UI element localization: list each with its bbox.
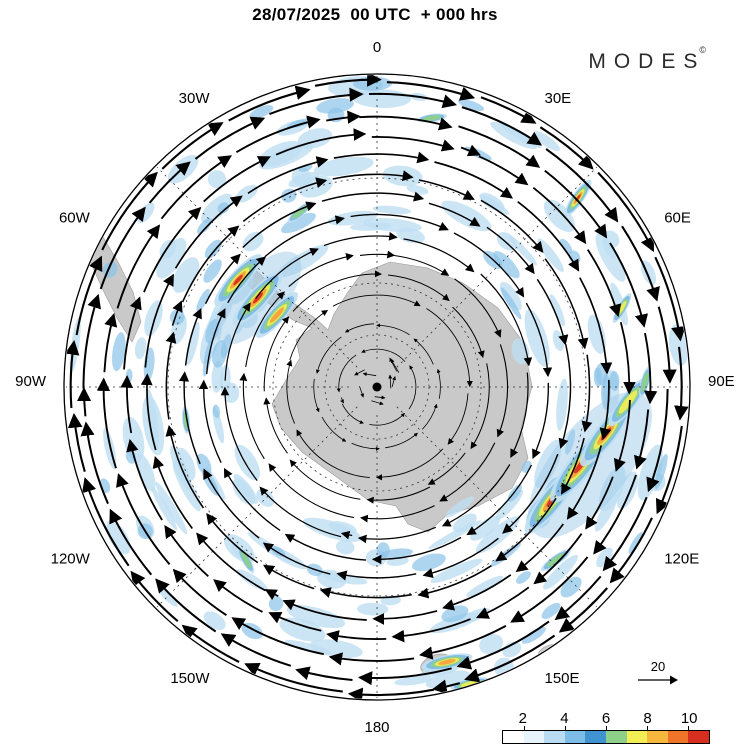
longitude-label-90E: 90E bbox=[708, 373, 735, 390]
colorbar-segment bbox=[688, 731, 709, 743]
longitude-label-150W: 150W bbox=[170, 670, 210, 687]
colorbar-tick-mark bbox=[688, 726, 690, 731]
longitude-label-120W: 120W bbox=[51, 551, 91, 568]
modes-logo-text: MODES bbox=[588, 50, 706, 73]
pole-marker bbox=[372, 382, 382, 392]
colorbar-segment bbox=[647, 731, 668, 743]
wind-vectors bbox=[65, 75, 689, 699]
colorbar-tick-mark bbox=[564, 726, 566, 731]
colorbar-segment bbox=[667, 731, 689, 743]
intensity-streak bbox=[237, 546, 255, 574]
longitude-label-180: 180 bbox=[364, 719, 389, 736]
colorbar-tick-mark bbox=[523, 726, 525, 731]
colorbar-segment bbox=[503, 731, 524, 743]
colorbar-tick-mark bbox=[606, 726, 607, 731]
colorbar-segment bbox=[544, 731, 565, 743]
colorbar-gradient bbox=[502, 726, 710, 744]
longitude-label-30E: 30E bbox=[545, 90, 572, 107]
colorbar-segment bbox=[523, 731, 545, 743]
page-title: 28/07/2025 00 UTC + 000 hrs bbox=[252, 5, 498, 24]
map-boundary bbox=[63, 73, 691, 701]
copyright-mark: © bbox=[699, 45, 706, 55]
graticule bbox=[66, 76, 688, 698]
colorbar: 2 4 6 8 10 bbox=[502, 710, 710, 744]
colorbar-tick-label: 6 bbox=[601, 710, 611, 727]
colorbar-segment bbox=[585, 731, 606, 743]
island-patch bbox=[403, 700, 427, 712]
longitude-label-120E: 120E bbox=[664, 551, 699, 568]
colorbar-segment bbox=[626, 731, 648, 743]
colorbar-tick-label: 4 bbox=[560, 710, 569, 727]
colorbar-tick-label: 2 bbox=[518, 710, 527, 727]
longitude-label-60E: 60E bbox=[664, 210, 691, 227]
colorbar-segment bbox=[605, 731, 627, 743]
colorbar-tick-label: 8 bbox=[643, 710, 652, 727]
intensity-streak bbox=[214, 254, 262, 306]
colorbar-tick-label: 10 bbox=[680, 710, 698, 727]
longitude-labels: 0 30E 60E 90E 120E 150E 180 150W 120W 90W 60W 30W bbox=[15, 39, 735, 736]
reference-arrow-icon bbox=[638, 675, 678, 685]
longitude-label-150E: 150E bbox=[545, 670, 580, 687]
colorbar-tick-labels: 2 4 6 8 10 bbox=[502, 710, 710, 727]
longitude-label-60W: 60W bbox=[59, 210, 91, 227]
longitude-label-90W: 90W bbox=[15, 373, 47, 390]
reference-vector-label: 20 bbox=[650, 659, 666, 674]
reference-vector: 20 bbox=[636, 660, 680, 686]
intensity-streak bbox=[639, 366, 651, 398]
longitude-label-30W: 30W bbox=[179, 90, 211, 107]
modes-logo: MODES© bbox=[588, 45, 712, 74]
colorbar-tick-mark bbox=[647, 726, 649, 731]
longitude-label-0: 0 bbox=[373, 39, 381, 56]
intensity-streak bbox=[564, 179, 592, 217]
intensity-streak bbox=[256, 292, 298, 338]
intensity-streak bbox=[541, 548, 571, 572]
colorbar-segment bbox=[564, 731, 586, 743]
